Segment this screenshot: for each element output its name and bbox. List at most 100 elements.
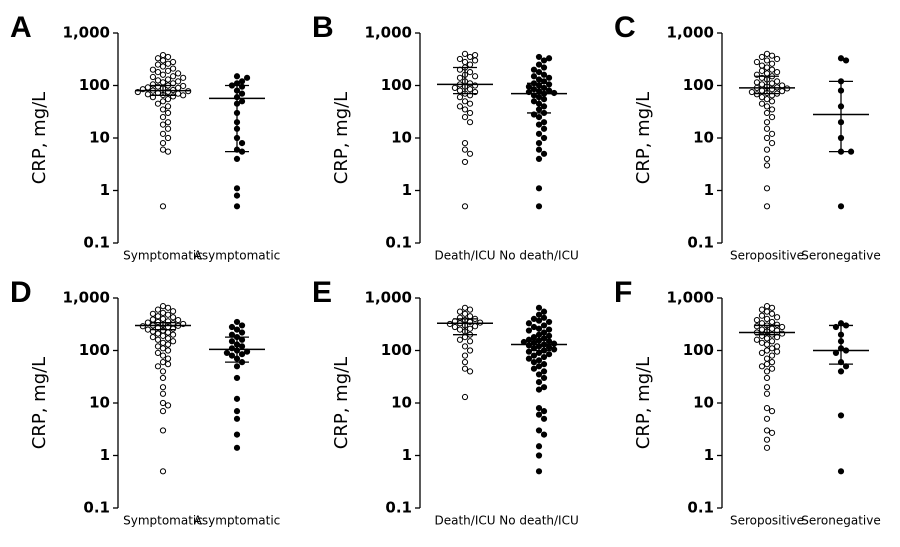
data-point — [159, 427, 167, 434]
data-point — [466, 313, 474, 320]
data-point — [461, 203, 469, 210]
data-point — [238, 336, 246, 343]
data-point — [159, 408, 167, 415]
data-point — [159, 384, 167, 391]
data-point — [149, 310, 157, 317]
data-point — [154, 306, 162, 313]
data-point — [535, 363, 543, 370]
panel-label: E — [312, 276, 332, 309]
data-point — [164, 329, 172, 336]
data-point — [471, 57, 479, 64]
data-point — [763, 203, 771, 210]
data-point — [175, 84, 182, 92]
data-point — [763, 390, 771, 397]
panel-label: C — [614, 11, 636, 44]
y-tick-label: 100 — [79, 76, 110, 94]
y-tick-label: 1,000 — [365, 24, 412, 42]
data-point — [773, 343, 781, 350]
data-point — [540, 408, 548, 415]
data-point — [768, 80, 776, 87]
data-point — [535, 53, 543, 61]
data-point — [233, 185, 241, 192]
data-point — [530, 66, 538, 73]
data-point — [154, 61, 162, 68]
y-tick-label: 1 — [100, 181, 110, 199]
data-point — [763, 335, 771, 342]
data-point — [842, 57, 850, 64]
data-point — [149, 316, 157, 323]
data-point — [535, 427, 543, 434]
data-point — [466, 86, 474, 93]
data-point — [228, 345, 236, 352]
data-point — [144, 84, 151, 91]
data-point — [159, 146, 167, 153]
data-point — [228, 352, 236, 359]
x-tick-label: No death/ICU — [499, 514, 579, 528]
panel-label: A — [10, 11, 32, 44]
data-point — [238, 343, 246, 350]
data-point — [535, 61, 543, 68]
data-point — [768, 139, 776, 147]
data-point — [149, 333, 157, 341]
data-point — [768, 304, 776, 311]
data-point — [540, 84, 548, 92]
data-point — [461, 393, 469, 401]
data-point — [466, 80, 474, 87]
data-point — [466, 68, 474, 76]
data-point — [159, 359, 167, 366]
y-tick-label: 1,000 — [63, 289, 110, 307]
data-point — [451, 84, 459, 92]
data-point — [233, 408, 241, 415]
data-point — [164, 125, 172, 132]
data-point — [461, 365, 469, 372]
data-point — [535, 203, 543, 210]
data-point — [525, 83, 533, 90]
data-point — [238, 139, 246, 147]
data-point — [180, 74, 187, 81]
data-point — [758, 62, 766, 69]
data-point — [837, 55, 845, 62]
data-point — [763, 308, 771, 315]
data-point — [466, 150, 474, 157]
y-tick-label: 1,000 — [365, 289, 412, 307]
y-tick-label: 0.1 — [83, 234, 110, 252]
data-point — [758, 326, 766, 333]
data-point — [159, 79, 167, 86]
data-point — [768, 365, 776, 372]
data-point — [233, 415, 241, 422]
data-point — [456, 103, 464, 110]
x-tick-label: Death/ICU — [434, 249, 495, 263]
data-point — [763, 109, 771, 117]
data-point — [763, 347, 771, 354]
data-point — [461, 310, 469, 317]
y-tick-label: 0.1 — [687, 499, 714, 517]
data-point — [773, 55, 781, 63]
data-point — [535, 331, 543, 338]
data-point — [154, 55, 162, 62]
data-point — [238, 78, 246, 85]
data-point — [753, 323, 761, 330]
data-point — [175, 70, 182, 77]
data-point — [535, 68, 543, 76]
data-point — [540, 314, 548, 321]
data-point — [763, 185, 771, 192]
data-point — [535, 121, 543, 128]
y-tick-label: 0.1 — [83, 499, 110, 517]
data-point — [164, 355, 172, 362]
data-point — [530, 315, 538, 322]
data-point — [535, 357, 543, 364]
data-point — [461, 352, 469, 359]
y-tick-label: 1,000 — [667, 24, 714, 42]
y-tick-label: 1,000 — [667, 289, 714, 307]
data-point — [525, 355, 533, 362]
y-tick-label: 100 — [381, 341, 412, 359]
data-point — [530, 98, 538, 105]
data-point — [233, 374, 241, 382]
data-point — [238, 351, 246, 358]
data-point — [228, 338, 236, 345]
y-tick-label: 1 — [402, 446, 412, 464]
data-point — [768, 52, 776, 59]
data-point — [456, 87, 464, 94]
data-point — [223, 349, 231, 357]
data-point — [164, 304, 172, 311]
